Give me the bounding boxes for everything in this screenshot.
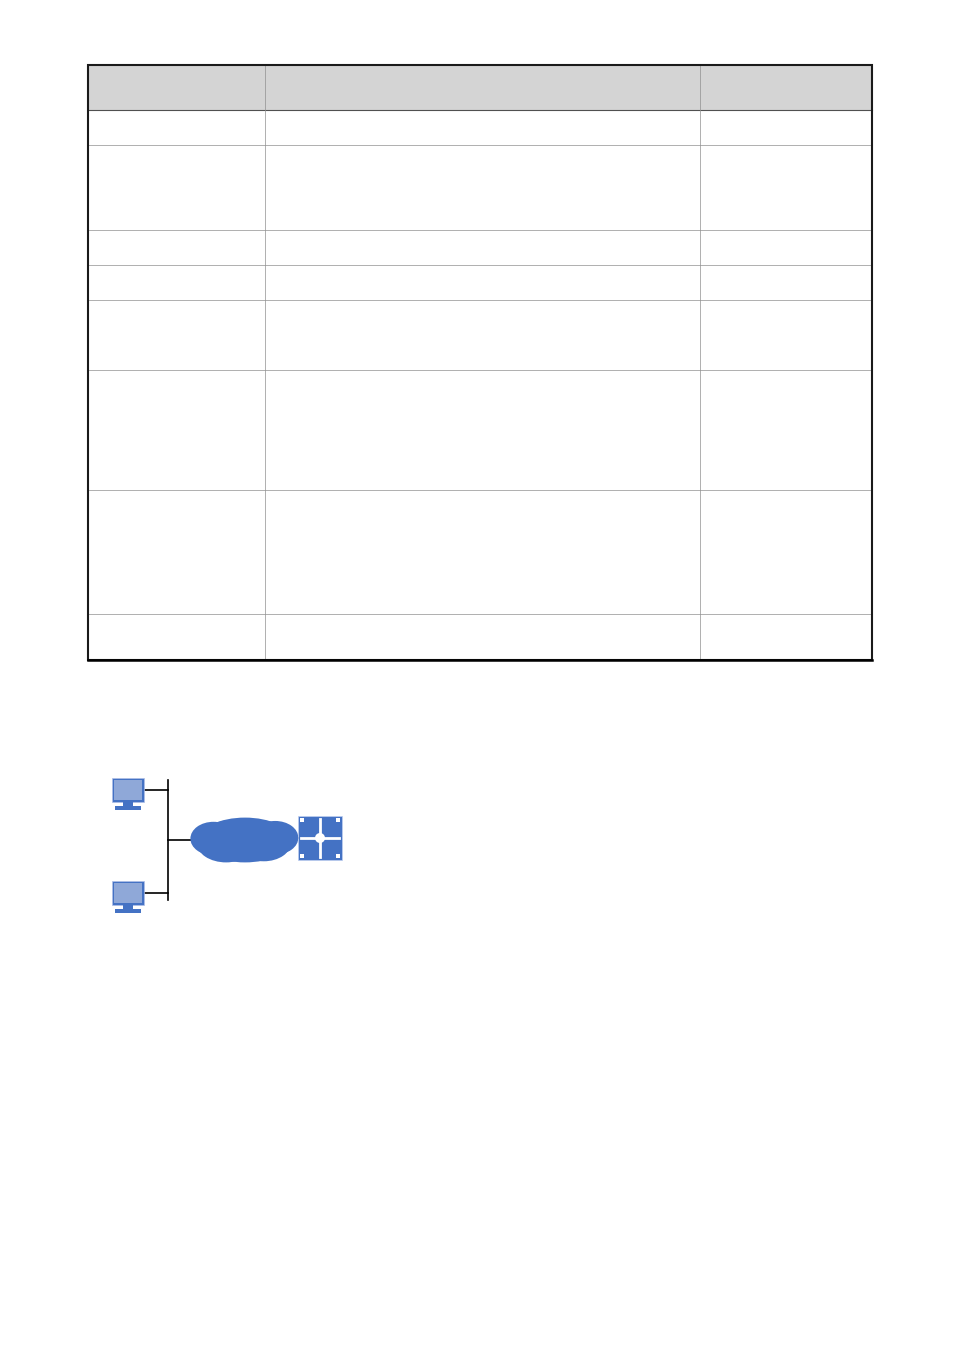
Bar: [112, 778, 144, 802]
Bar: [123, 802, 132, 806]
Ellipse shape: [194, 819, 295, 850]
Bar: [335, 855, 339, 859]
Bar: [335, 818, 339, 822]
Ellipse shape: [212, 830, 257, 861]
Bar: [297, 815, 341, 860]
Bar: [113, 780, 142, 801]
Bar: [112, 882, 144, 905]
Bar: [115, 909, 141, 913]
Bar: [299, 855, 304, 859]
Bar: [299, 818, 304, 822]
Ellipse shape: [234, 832, 276, 859]
Ellipse shape: [196, 824, 255, 863]
Circle shape: [314, 833, 325, 842]
Bar: [123, 904, 132, 909]
Ellipse shape: [236, 824, 291, 861]
Bar: [88, 65, 871, 660]
Ellipse shape: [198, 818, 291, 863]
Bar: [88, 65, 871, 109]
Bar: [115, 806, 141, 810]
Ellipse shape: [252, 821, 298, 855]
Ellipse shape: [191, 822, 236, 856]
Bar: [113, 883, 142, 903]
